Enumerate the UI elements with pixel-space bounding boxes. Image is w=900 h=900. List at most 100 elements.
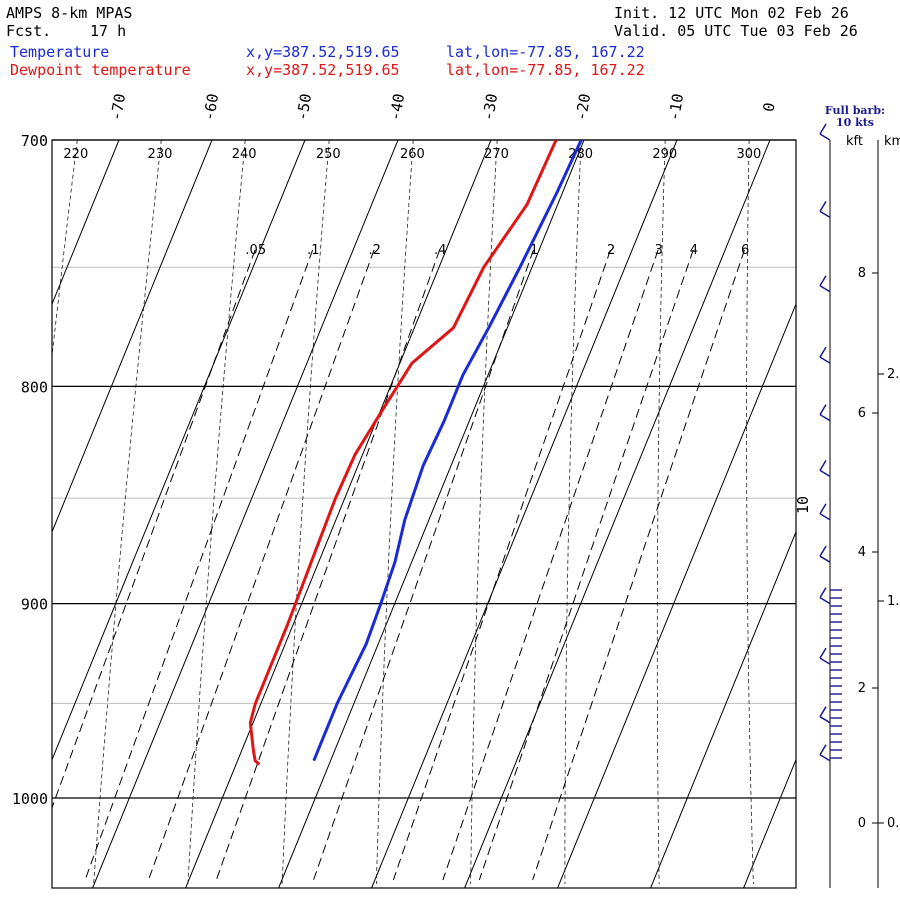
legend-temperature-xy: x,y=387.52,519.65 xyxy=(246,43,400,61)
wind-barb xyxy=(819,356,831,364)
wind-barb-flag xyxy=(819,587,827,599)
isotherm-line xyxy=(743,758,796,888)
dry-adiabat-label: 300 xyxy=(737,147,762,162)
legend-dewpoint-latlon: lat,lon=-77.85, 167.22 xyxy=(446,61,645,79)
temperature-tick-label: -10 xyxy=(665,92,687,122)
km-axis-label: km xyxy=(884,134,900,149)
mixing-ratio-label: 2 xyxy=(607,243,615,258)
pressure-tick-label: 700 xyxy=(21,132,48,150)
wind-barb xyxy=(819,513,831,521)
kft-tick-label: 0 xyxy=(858,816,866,831)
isotherm-line xyxy=(371,140,678,888)
km-tick-label: 2. xyxy=(887,367,899,382)
dry-adiabat-label: 260 xyxy=(400,147,425,162)
wind-barb-flag xyxy=(819,545,827,557)
valid-time: Valid. 05 UTC Tue 03 Feb 26 xyxy=(614,22,858,40)
pressure-tick-label: 1000 xyxy=(12,790,48,808)
isotherm-line xyxy=(52,140,213,534)
wind-barb-flag xyxy=(819,459,827,471)
mixing-ratio-label: .4 xyxy=(434,243,446,258)
isotherm-line xyxy=(464,140,771,888)
wind-barb-flag xyxy=(819,503,827,515)
dry-adiabat-label: 230 xyxy=(148,147,173,162)
barb-title-line2: 10 kts xyxy=(836,116,874,129)
wind-barb xyxy=(819,754,831,762)
mixing-ratio-line xyxy=(392,249,611,881)
temperature-tick-label: -30 xyxy=(479,92,501,122)
dry-adiabat-label: 220 xyxy=(63,147,88,162)
temperature-tick-label: -60 xyxy=(200,92,222,122)
wind-barb-flag xyxy=(819,404,827,415)
isotherm-line xyxy=(52,140,306,761)
mixing-ratio-line xyxy=(215,249,441,881)
barb-speed-label: 10 xyxy=(794,496,812,514)
wind-barb-flag xyxy=(819,647,827,659)
kft-tick-label: 4 xyxy=(858,545,866,560)
barb-title-line1: Full barb: xyxy=(825,104,885,117)
isotherm-line xyxy=(650,530,796,888)
mixing-ratio-label: 3 xyxy=(655,243,663,258)
temperature-profile-line xyxy=(312,140,583,762)
dry-adiabat-line xyxy=(281,140,330,885)
model-title: AMPS 8-km MPAS xyxy=(6,4,133,22)
km-tick-label: 1. xyxy=(887,594,899,609)
wind-barb xyxy=(819,210,831,219)
legend-temperature-latlon: lat,lon=-77.85, 167.22 xyxy=(446,43,645,61)
wind-barb-flag xyxy=(819,123,827,135)
dry-adiabat-line xyxy=(564,140,582,884)
wind-barb-flag xyxy=(819,744,827,756)
temperature-tick-label: -50 xyxy=(293,92,315,122)
kft-tick-label: 2 xyxy=(858,681,866,696)
mixing-ratio-label: 1 xyxy=(530,243,538,258)
mixing-ratio-line xyxy=(148,249,375,881)
wind-barb xyxy=(819,133,831,141)
wind-barb-flag xyxy=(819,706,827,718)
dry-adiabat-label: 290 xyxy=(652,147,677,162)
init-time: Init. 12 UTC Mon 02 Feb 26 xyxy=(614,4,849,22)
forecast-label: Fcst. xyxy=(6,22,52,40)
mixing-ratio-line xyxy=(442,249,659,881)
wind-barb xyxy=(819,469,831,477)
mixing-ratio-label: .2 xyxy=(369,243,381,258)
mixing-ratio-label: 6 xyxy=(741,243,749,258)
isotherm-line xyxy=(92,140,399,888)
dry-adiabat-line xyxy=(187,140,246,885)
mixing-ratio-line xyxy=(532,249,745,881)
wind-barb xyxy=(819,413,831,422)
temperature-tick-label: -40 xyxy=(386,92,408,122)
wind-barb-flag xyxy=(819,346,827,358)
kft-tick-label: 8 xyxy=(858,266,866,281)
temperature-tick-label: 0 xyxy=(759,101,778,113)
dry-adiabat-label: 280 xyxy=(568,147,593,162)
mixing-ratio-label: .1 xyxy=(307,243,319,258)
mixing-ratio-line xyxy=(52,249,256,810)
dry-adiabat-line xyxy=(746,140,754,885)
temperature-tick-label: -70 xyxy=(107,92,129,122)
dry-adiabat-line xyxy=(52,140,78,360)
dry-adiabat-line xyxy=(470,140,498,885)
isotherm-line xyxy=(52,140,120,306)
wind-barb xyxy=(819,657,831,665)
wind-barb xyxy=(819,716,831,724)
dry-adiabat-label: 240 xyxy=(232,147,257,162)
isotherm-line xyxy=(185,140,492,888)
isotherm-line xyxy=(557,302,796,888)
isotherm-line xyxy=(278,140,585,888)
forecast-hours: 17 h xyxy=(90,22,127,40)
pressure-tick-label: 900 xyxy=(21,596,48,614)
dry-adiabat-line xyxy=(656,140,666,885)
dry-adiabat-line xyxy=(833,140,848,884)
dewpoint-profile-line xyxy=(248,140,558,766)
legend-dewpoint-xy: x,y=387.52,519.65 xyxy=(246,61,400,79)
dry-adiabat-line xyxy=(93,140,162,885)
isotherm-line xyxy=(0,140,26,888)
km-tick-label: 0. xyxy=(887,816,899,831)
wind-barb-flag xyxy=(819,201,827,212)
legend-dewpoint-label: Dewpoint temperature xyxy=(10,61,191,79)
wind-barb xyxy=(819,596,831,605)
wind-barb-flag xyxy=(819,275,827,287)
mixing-ratio-line xyxy=(478,249,694,881)
mixing-ratio-label: .05 xyxy=(245,243,266,258)
legend-temperature-label: Temperature xyxy=(10,43,110,61)
